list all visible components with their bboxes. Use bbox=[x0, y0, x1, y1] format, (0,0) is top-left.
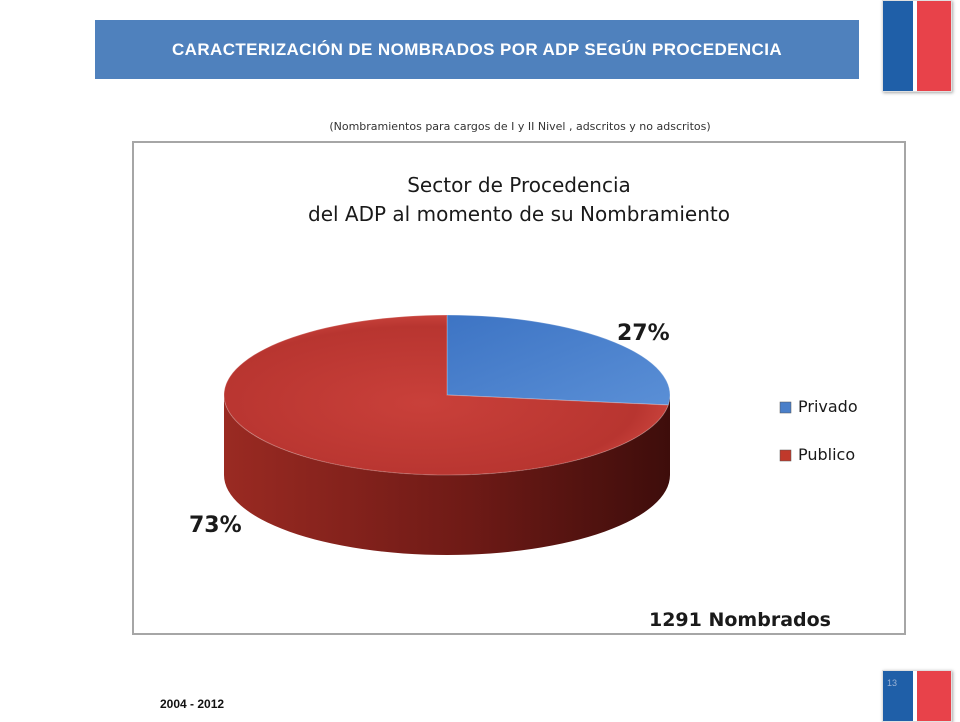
pie-slice-privado bbox=[446, 314, 671, 406]
flag-white-stripe-bottom bbox=[913, 671, 917, 721]
flag-white-stripe bbox=[913, 1, 917, 91]
legend-swatch-privado bbox=[779, 401, 792, 414]
slide-subtitle: (Nombramientos para cargos de I y II Niv… bbox=[329, 120, 711, 133]
flag-red-stripe-bottom bbox=[917, 671, 951, 721]
chart-title-line-2: del ADP al momento de su Nombramiento bbox=[308, 202, 730, 226]
legend-label-privado: Privado bbox=[798, 397, 858, 416]
legend-label-publico: Publico bbox=[798, 445, 855, 464]
slide-title-bar: CARACTERIZACIÓN DE NOMBRADOS POR ADP SEG… bbox=[95, 20, 859, 79]
chart-title-line-1: Sector de Procedencia bbox=[407, 173, 631, 197]
flag-red-stripe bbox=[917, 1, 951, 91]
pie-value-label-publico: 73% bbox=[189, 513, 242, 538]
chile-flag-logo-bottom bbox=[882, 670, 952, 722]
flag-blue-stripe bbox=[883, 1, 913, 91]
chart-title: Sector de Procedencia del ADP al momento… bbox=[132, 171, 906, 229]
legend-swatch-publico bbox=[779, 449, 792, 462]
chile-flag-logo-top bbox=[882, 0, 952, 92]
slide-title: CARACTERIZACIÓN DE NOMBRADOS POR ADP SEG… bbox=[171, 40, 783, 59]
page-number: 13 bbox=[887, 678, 898, 688]
total-nombrados-annotation: 1291 Nombrados bbox=[649, 609, 831, 631]
flag-blue-stripe-bottom bbox=[883, 671, 913, 721]
year-range: 2004 - 2012 bbox=[160, 697, 225, 711]
pie-slice-publico bbox=[223, 314, 669, 476]
pie-value-label-privado: 27% bbox=[617, 321, 670, 346]
